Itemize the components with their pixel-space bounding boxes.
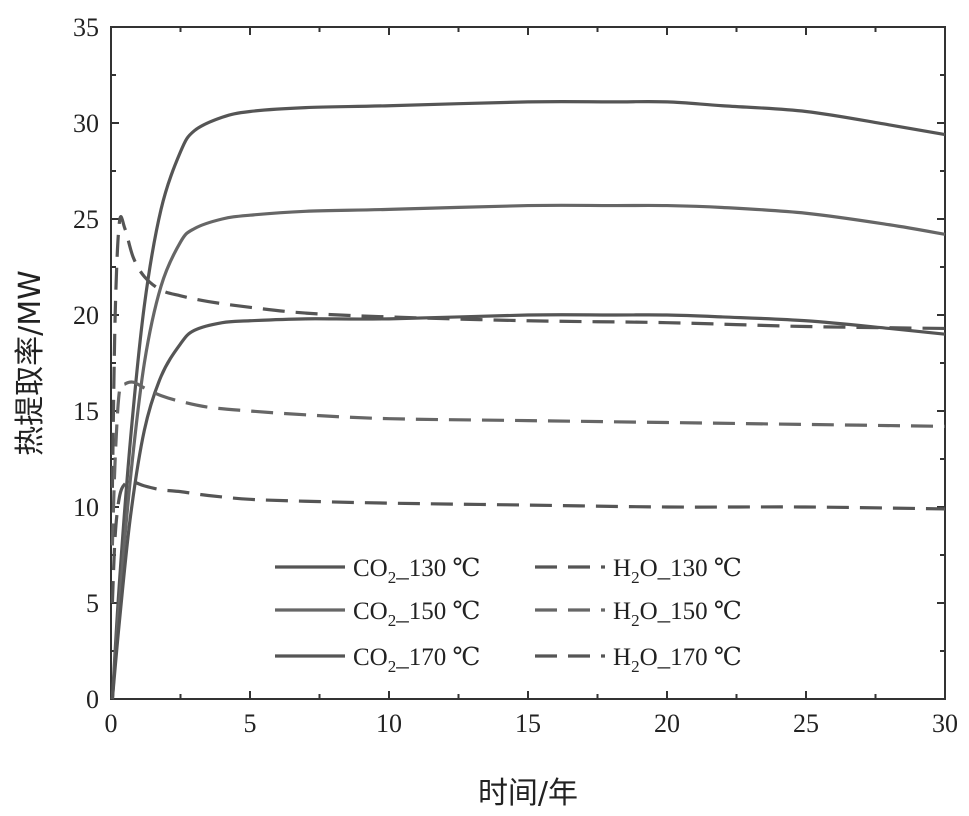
x-tick-label: 0	[105, 709, 118, 738]
series-line-co2-150-	[110, 203, 946, 700]
y-tick-label: 35	[73, 13, 99, 42]
y-tick-label: 20	[73, 301, 99, 330]
legend-label: H2O_150 ℃	[613, 598, 742, 630]
legend-label: CO2_170 ℃	[353, 644, 480, 676]
series-layer	[110, 99, 946, 700]
legend: CO2_130 ℃ CO2_150 ℃ CO2_170 ℃ H2O_130 ℃ H2O_…	[275, 555, 742, 676]
series-line-h2o-150-	[110, 380, 946, 546]
axis-ticks	[110, 26, 946, 700]
plot-border	[110, 26, 946, 700]
legend-label: CO2_130 ℃	[353, 555, 480, 587]
x-tick-label: 25	[793, 709, 819, 738]
y-tick-label: 30	[73, 109, 99, 138]
x-tick-label: 10	[376, 709, 402, 738]
series-line-h2o-170-	[110, 480, 946, 604]
y-tick-label: 5	[86, 589, 99, 618]
legend-label: CO2_150 ℃	[353, 598, 480, 630]
legend-label: H2O_170 ℃	[613, 644, 742, 676]
x-tick-label: 20	[654, 709, 680, 738]
y-tick-label: 25	[73, 205, 99, 234]
series-line-co2-130-	[110, 99, 946, 700]
x-tick-label: 5	[244, 709, 257, 738]
x-tick-label: 15	[515, 709, 541, 738]
y-tick-label: 15	[73, 397, 99, 426]
x-tick-label: 30	[932, 709, 958, 738]
x-axis-title: 时间/年	[478, 776, 578, 811]
series-line-h2o-130-	[110, 215, 946, 488]
y-tick-label: 0	[86, 685, 99, 714]
axis-tick-labels: 0 5 10 15 20 25 30 0 5 10 15 20 25 30 35	[73, 13, 958, 738]
plot-frame	[110, 26, 946, 700]
y-axis-title: 热提取率/MW	[13, 270, 48, 456]
legend-label: H2O_130 ℃	[613, 555, 742, 587]
y-tick-label: 10	[73, 493, 99, 522]
series-line-co2-170-	[110, 313, 946, 700]
